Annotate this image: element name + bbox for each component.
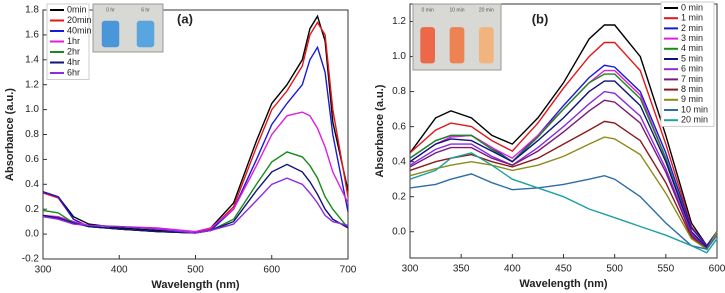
legend-label: 2hr [67, 46, 80, 56]
legend-label: 9 min [681, 94, 703, 104]
legend-label: 4 min [681, 43, 703, 53]
y-axis-label: Absorbance (a.u.) [374, 84, 386, 177]
x-axis-label: Wavelength (nm) [519, 278, 608, 290]
spectrum-line [42, 14, 349, 234]
x-tick-label: 550 [657, 264, 674, 275]
spectrum-line [409, 99, 718, 251]
x-tick-label: 300 [402, 264, 419, 275]
spectrum-line [409, 90, 718, 251]
y-tick-label: 1.2 [25, 79, 39, 90]
legend-label: 1 min [681, 13, 703, 23]
vial [420, 27, 435, 64]
legend-label: 0 min [681, 2, 703, 12]
inset-label: 6 hr [141, 7, 150, 13]
panel-label: (a) [177, 11, 193, 26]
y-tick-label: 1.2 [392, 16, 406, 27]
x-tick-label: 400 [504, 264, 521, 275]
x-tick-label: 600 [709, 264, 725, 275]
y-tick-label: 0.6 [392, 121, 406, 132]
x-tick-label: 700 [340, 265, 357, 276]
x-tick-label: 400 [111, 265, 128, 276]
y-tick-label: 1.6 [25, 30, 39, 41]
legend-box [660, 1, 715, 127]
spectrum-line [409, 120, 718, 251]
inset-label: 0 hr [106, 7, 115, 13]
y-tick-label: 1.8 [25, 5, 39, 16]
panel-label: (b) [532, 11, 549, 26]
legend-label: 20 min [681, 115, 708, 125]
x-tick-label: 500 [187, 265, 204, 276]
y-tick-label: 1.4 [25, 54, 39, 65]
inset-label: 10 min [449, 7, 464, 13]
y-tick-label: 0.4 [392, 156, 406, 167]
spectrum-line [409, 173, 718, 250]
y-tick-label: -0.2 [22, 254, 40, 265]
legend-label: 3 min [681, 33, 703, 43]
spectrum-line [409, 80, 718, 249]
spectrum-line [409, 41, 718, 247]
y-tick-label: 0.2 [392, 191, 406, 202]
legend-label: 40min [67, 25, 92, 35]
y-tick-label: 0.6 [25, 154, 39, 165]
x-tick-label: 600 [263, 265, 280, 276]
spectrum-line [42, 163, 349, 234]
spectrum-line [409, 24, 718, 247]
y-tick-label: 0.0 [25, 229, 39, 240]
x-tick-label: 500 [606, 264, 623, 275]
y-tick-label: 1.0 [392, 51, 406, 62]
spectrum-line [409, 136, 718, 251]
y-tick-label: 0.8 [392, 86, 406, 97]
spectrum-line [42, 177, 349, 234]
y-tick-label: 0.8 [25, 129, 39, 140]
legend-label: 1hr [67, 36, 80, 46]
vial [101, 20, 120, 48]
y-tick-label: 1.0 [25, 104, 39, 115]
vial [136, 20, 155, 48]
legend-label: 5 min [681, 53, 703, 63]
inset-label: 20 min [479, 7, 494, 13]
legend-label: 10 min [681, 104, 708, 114]
spectrum-line [409, 152, 718, 254]
legend-label: 2 min [681, 23, 703, 33]
legend-label: 7 min [681, 74, 703, 84]
subplot: 0.0 0.2 0.4 0.6 0.8 1.0 1.2 300 350 400 450 500 550 6… [374, 1, 725, 290]
legend-label: 6hr [67, 67, 80, 77]
x-tick-label: 300 [35, 265, 52, 276]
vial [479, 27, 494, 64]
y-tick-label: 0.2 [25, 204, 39, 215]
x-axis-label: Wavelength (nm) [151, 279, 240, 291]
y-axis-label: Absorbance (a.u.) [4, 88, 16, 181]
y-tick-label: 0.4 [25, 179, 39, 190]
y-tick-label: 0.0 [392, 226, 406, 237]
legend-label: 0min [67, 4, 87, 14]
x-tick-label: 450 [555, 264, 572, 275]
x-tick-label: 350 [453, 264, 470, 275]
spectrum-line [42, 151, 349, 234]
inset-label: 0 min [422, 7, 434, 13]
legend-label: 4hr [67, 57, 80, 67]
vial [449, 27, 465, 64]
legend-label: 6 min [681, 64, 703, 74]
subplot: -0.2 0.0 0.2 0.4 0.6 0.8 1.0 1.2 1.4 1.6 1.8 300 400… [4, 3, 357, 291]
legend-label: 20min [67, 15, 92, 25]
legend-label: 8 min [681, 84, 703, 94]
